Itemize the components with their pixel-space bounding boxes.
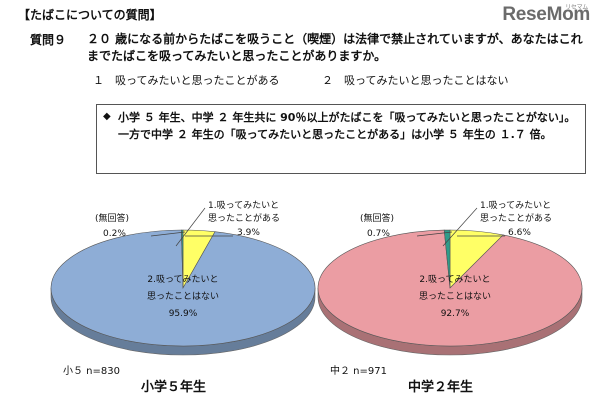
leader-lines	[150, 207, 505, 247]
pie1-no-label: 2.吸ってみたいと 思ったことはない 95.9%	[128, 272, 238, 323]
pie1-noanswer-value: 0.2%	[103, 229, 126, 239]
no-slice	[317, 229, 583, 347]
pie1-yes-value: 3.9%	[237, 228, 260, 238]
pie2-title: 中学２年生	[408, 380, 474, 395]
pie1-yes-label-line2: 思ったことがある	[208, 214, 281, 224]
answer-option-1: １ 吸ってみたいと思ったことがある	[93, 74, 280, 87]
noanswer-slice	[181, 229, 184, 289]
pie2-yes-value: 6.6%	[508, 228, 531, 238]
pie1-title: 小学５年生	[141, 380, 207, 395]
finding-box	[96, 104, 586, 174]
finding-text: 小学 ５ 年生、中学 ２ 年生共に 90％以上がたばこを「吸ってみたいと思ったこ…	[118, 111, 576, 141]
pie1-yes-label-line1: 1.吸ってみたいと	[208, 201, 280, 211]
pie2-noanswer-value: 0.7%	[367, 229, 390, 239]
leader-line	[175, 207, 206, 247]
pie2-yes-label-line2: 思ったことがある	[480, 214, 553, 224]
logo-superscript: リセマム	[565, 5, 588, 11]
pie-chart-elementary	[50, 229, 316, 356]
leader-line	[442, 207, 478, 247]
question-label: 質問９	[30, 33, 67, 47]
pie1-noanswer-label: (無回答)	[95, 214, 130, 224]
pie1-yes-label: 1.吸ってみたいと 思ったことがある	[208, 200, 280, 226]
pie2-no-label-line1: 2.吸ってみたいと	[419, 275, 491, 285]
finding-marker-icon: ◆	[103, 111, 111, 122]
pie1-n-label: 小５ n=830	[63, 366, 120, 377]
pie2-no-value: 92.7%	[440, 309, 470, 319]
resemom-logo: ReseMom リセマム	[502, 4, 590, 26]
answer-option-2: ２ 吸ってみたいと思ったことはない	[322, 74, 509, 87]
question-text: ２０ 歳になる前からたばこを吸うこと（喫煙）は法律で禁止されていますが、あなたは…	[87, 32, 583, 63]
pie2-noanswer-label: (無回答)	[360, 214, 395, 224]
pie1-no-label-line2: 思ったことはない	[146, 292, 219, 302]
pie-chart-junior-high	[317, 229, 583, 356]
pie2-no-label-line2: 思ったことはない	[418, 292, 491, 302]
logo-text: ReseMom	[502, 4, 590, 25]
section-title: 【たばこについての質問】	[18, 8, 162, 22]
pie2-yes-label-line1: 1.吸ってみたいと	[480, 201, 552, 211]
leader-line	[150, 231, 186, 237]
pie2-n-label: 中２ n=971	[330, 366, 387, 377]
pie2-no-label: 2.吸ってみたいと 思ったことはない 92.7%	[400, 272, 510, 323]
noanswer-slice	[443, 229, 451, 289]
leader-line	[416, 231, 453, 237]
pie2-yes-label: 1.吸ってみたいと 思ったことがある	[480, 200, 552, 226]
pie1-no-value: 95.9%	[168, 309, 198, 319]
pie1-no-label-line1: 2.吸ってみたいと	[147, 275, 219, 285]
